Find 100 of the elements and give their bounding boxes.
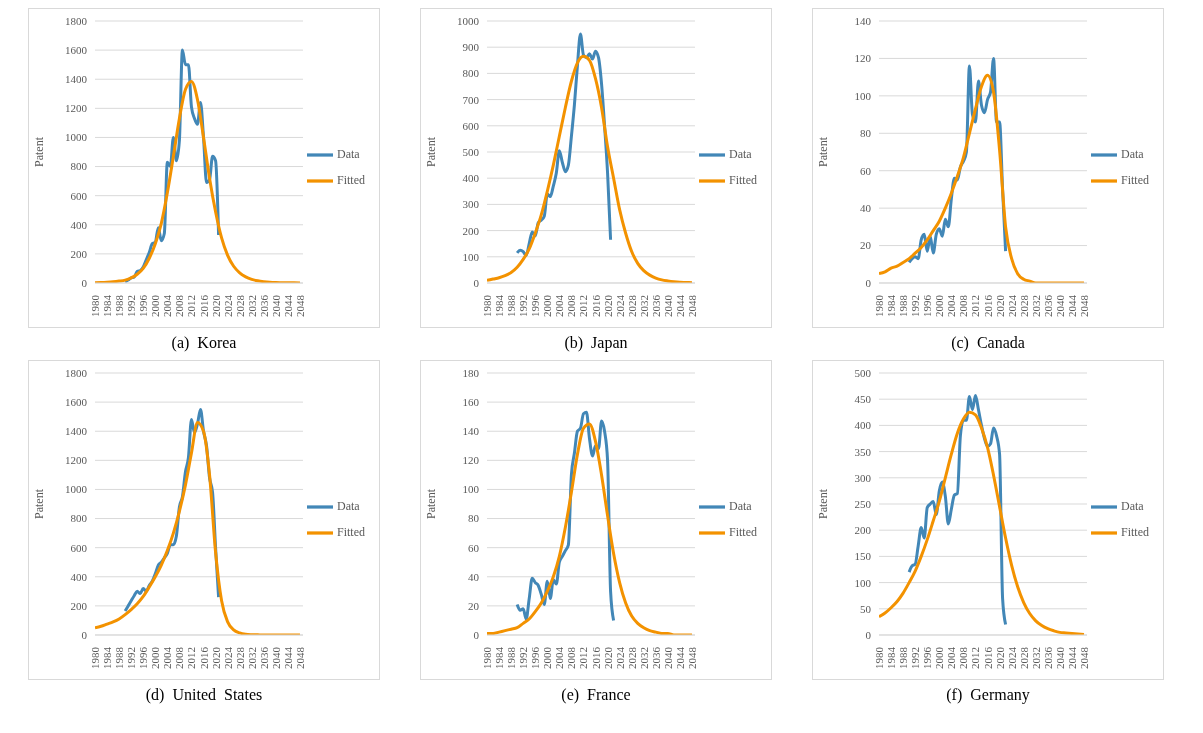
x-tick-label: 2016	[589, 294, 602, 317]
y-tick-label: 800	[462, 67, 480, 80]
x-tick-label: 2004	[161, 294, 174, 317]
x-tick-label: 1980	[481, 646, 493, 669]
x-tick-label: 1988	[505, 294, 518, 317]
y-tick-label: 40	[860, 202, 872, 215]
x-tick-label: 2000	[933, 294, 946, 317]
legend-label: Fitted	[728, 172, 757, 187]
y-tick-label: 200	[462, 224, 480, 237]
x-tick-label: 2032	[245, 647, 258, 669]
x-tick-label: 2012	[969, 647, 982, 669]
y-tick-label: 500	[854, 366, 872, 379]
y-tick-label: 1600	[65, 396, 88, 409]
text: (a) Korea	[170, 334, 238, 354]
x-tick-label: 2024	[221, 646, 234, 669]
x-tick-label: 2032	[637, 647, 650, 669]
x-tick-label: 2048	[685, 294, 698, 317]
y-tick-label: 600	[462, 119, 480, 132]
y-tick-label: 140	[462, 425, 480, 438]
y-tick-label: 1800	[65, 14, 88, 27]
x-tick-label: 1992	[125, 647, 138, 669]
y-tick-label: 250	[854, 497, 872, 510]
y-tick-label: 0	[865, 276, 872, 289]
x-tick-label: 2028	[233, 646, 246, 669]
x-tick-label: 1984	[101, 294, 114, 317]
y-tick-label: 600	[70, 541, 88, 554]
y-tick-label: 50	[860, 602, 872, 615]
y-tick-label: 0	[473, 628, 480, 641]
x-tick-label: 2016	[981, 294, 994, 317]
y-tick-label: 500	[462, 145, 480, 158]
x-tick-label: 1988	[897, 646, 910, 669]
x-tick-label: 2028	[233, 294, 246, 317]
text: (e) France	[560, 686, 632, 706]
x-tick-label: 2012	[185, 647, 198, 669]
x-tick-label: 1988	[897, 294, 910, 317]
x-tick-label: 2000	[149, 646, 162, 669]
y-tick-label: 60	[468, 541, 480, 554]
y-tick-label: 700	[462, 93, 480, 106]
y-tick-label: 200	[70, 247, 88, 260]
y-tick-label: 40	[468, 570, 480, 583]
x-tick-label: 2048	[293, 646, 306, 669]
x-tick-label: 2024	[613, 646, 626, 669]
y-axis-title: Patent	[32, 488, 47, 519]
y-axis-title: Patent	[816, 488, 831, 519]
legend-label: Fitted	[1120, 524, 1149, 539]
legend-label: Data	[336, 146, 360, 161]
x-tick-label: 2032	[1029, 295, 1042, 317]
x-tick-label: 2020	[993, 294, 1006, 317]
x-tick-label: 1988	[113, 646, 126, 669]
x-tick-label: 2000	[541, 646, 554, 669]
legend-label: Fitted	[336, 524, 365, 539]
x-tick-label: 2040	[1053, 294, 1066, 317]
x-tick-label: 2044	[281, 646, 294, 669]
x-tick-label: 2028	[625, 294, 638, 317]
y-tick-label: 60	[860, 164, 872, 177]
y-tick-label: 200	[70, 599, 88, 612]
x-tick-label: 2004	[553, 294, 566, 317]
x-tick-label: 1992	[517, 295, 530, 317]
x-tick-label: 2008	[173, 294, 186, 317]
x-tick-label: 2004	[161, 646, 174, 669]
x-tick-label: 1992	[909, 647, 922, 669]
y-tick-label: 150	[854, 550, 872, 563]
x-tick-label: 2044	[673, 646, 686, 669]
x-tick-label: 2008	[957, 294, 970, 317]
y-tick-label: 900	[462, 41, 480, 54]
x-tick-label: 1984	[885, 294, 898, 317]
x-tick-label: 2024	[221, 294, 234, 317]
legend-label: Fitted	[1120, 172, 1149, 187]
y-tick-label: 140	[854, 14, 872, 27]
x-tick-label: 1988	[113, 294, 126, 317]
x-tick-label: 2048	[293, 294, 306, 317]
x-tick-label: 2032	[1029, 647, 1042, 669]
x-tick-label: 1980	[89, 294, 101, 317]
x-tick-label: 2012	[969, 295, 982, 317]
x-tick-label: 2032	[245, 295, 258, 317]
x-tick-label: 1996	[921, 646, 934, 669]
x-tick-label: 2008	[173, 646, 186, 669]
x-tick-label: 2036	[649, 646, 662, 669]
y-tick-label: 1000	[457, 14, 480, 27]
x-tick-label: 1992	[909, 295, 922, 317]
x-tick-label: 2028	[1017, 294, 1030, 317]
y-tick-label: 400	[462, 172, 480, 185]
legend-label: Data	[728, 498, 752, 513]
x-tick-label: 2020	[601, 294, 614, 317]
y-tick-label: 0	[81, 276, 88, 289]
legend-label: Fitted	[336, 172, 365, 187]
x-tick-label: 2012	[185, 295, 198, 317]
y-tick-label: 800	[70, 512, 88, 525]
x-tick-label: 2048	[685, 646, 698, 669]
x-tick-label: 2028	[625, 646, 638, 669]
x-tick-label: 2020	[993, 646, 1006, 669]
x-tick-label: 2008	[565, 646, 578, 669]
x-tick-label: 2016	[197, 646, 210, 669]
x-tick-label: 2016	[981, 646, 994, 669]
x-tick-label: 1984	[101, 646, 114, 669]
x-tick-label: 1984	[493, 294, 506, 317]
x-tick-label: 2032	[637, 295, 650, 317]
x-tick-label: 2036	[649, 294, 662, 317]
x-tick-label: 2004	[945, 646, 958, 669]
y-axis-title: Patent	[32, 136, 47, 167]
